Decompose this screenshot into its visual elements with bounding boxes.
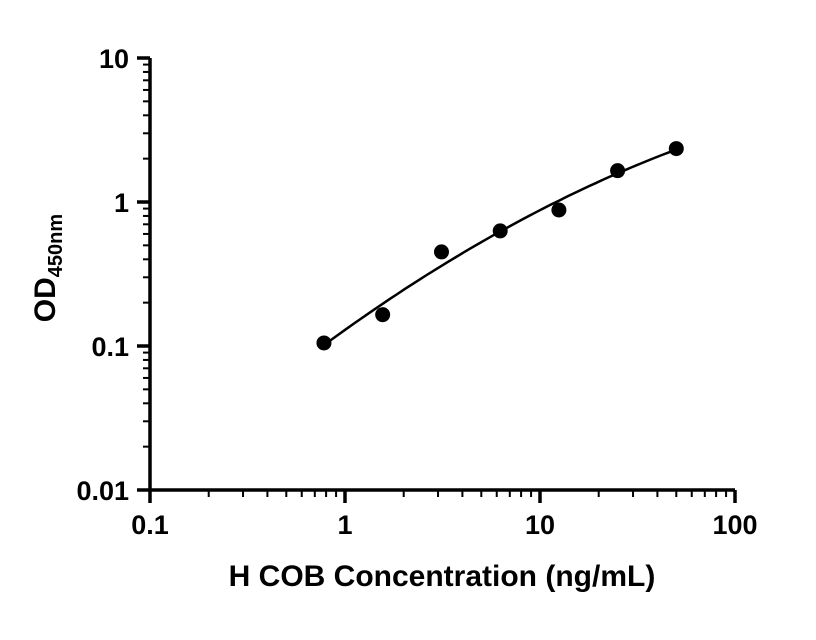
- x-tick-label: 0.1: [131, 510, 169, 540]
- y-axis-title: OD450nm: [29, 214, 67, 322]
- data-point: [492, 223, 508, 239]
- y-tick-label: 0.1: [91, 332, 129, 362]
- data-point: [316, 335, 332, 351]
- data-point: [610, 163, 626, 179]
- y-axis-title-sub: 450nm: [45, 214, 67, 277]
- x-axis-title: H COB Concentration (ng/mL): [229, 560, 656, 593]
- data-point: [375, 307, 391, 323]
- y-tick-label: 1: [114, 188, 129, 218]
- x-tick-label: 100: [712, 510, 757, 540]
- y-tick-label: 10: [99, 44, 129, 74]
- data-point: [433, 244, 449, 260]
- y-tick-label: 0.01: [76, 476, 129, 506]
- axes-spines: [148, 58, 735, 492]
- x-tick-label: 10: [525, 510, 555, 540]
- data-point: [668, 141, 684, 157]
- y-axis-title-main: OD: [29, 277, 62, 322]
- data-point: [551, 202, 567, 218]
- x-tick-label: 1: [337, 510, 352, 540]
